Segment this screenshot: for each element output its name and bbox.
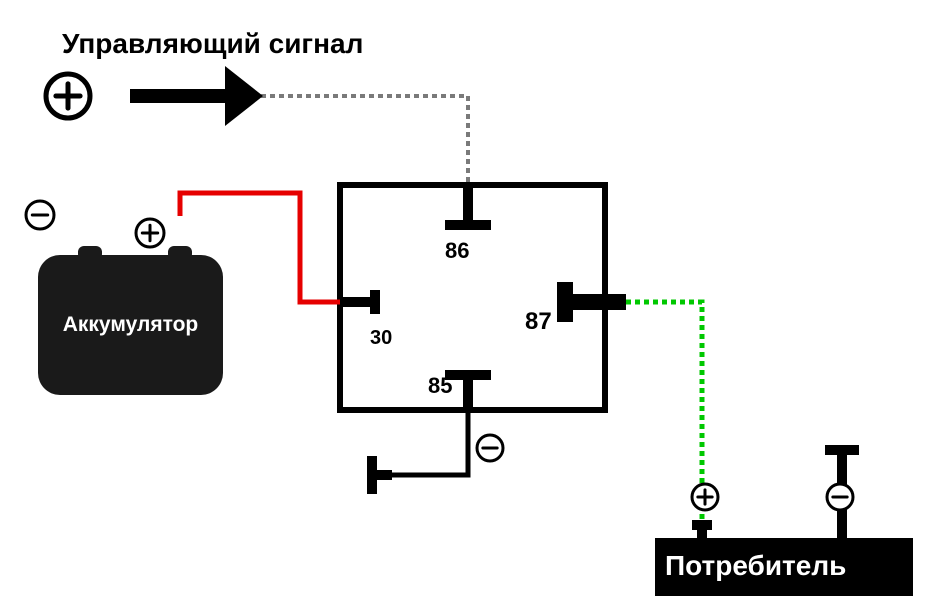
pin-86-label: 86 — [445, 238, 469, 264]
diagram-canvas — [0, 0, 931, 616]
pin-87-label: 87 — [525, 308, 552, 336]
pin-85-label: 85 — [428, 373, 452, 399]
battery-label: Аккумулятор — [38, 313, 223, 337]
consumer-label: Потребитель — [665, 550, 846, 582]
pin-30-label: 30 — [370, 327, 392, 350]
title-label: Управляющий сигнал — [62, 28, 363, 60]
